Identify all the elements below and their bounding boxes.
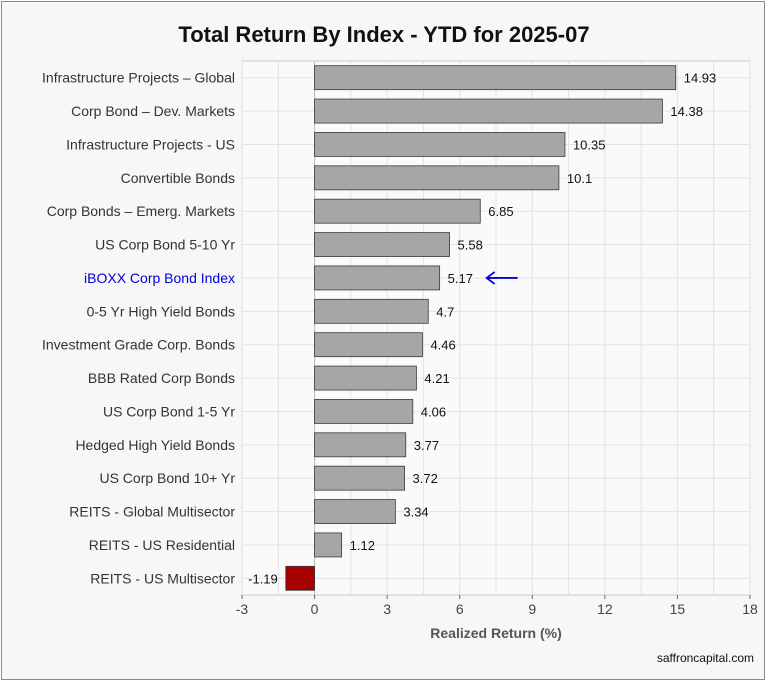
value-label: 4.21	[424, 371, 449, 386]
bar	[314, 198, 481, 224]
bar	[314, 65, 677, 91]
value-label: 10.35	[573, 137, 606, 152]
x-tick-label: 12	[597, 601, 613, 617]
value-label: -1.19	[248, 571, 278, 586]
highlight-arrow-icon	[485, 271, 518, 285]
value-label: 5.17	[448, 271, 473, 286]
value-label: 5.58	[458, 238, 483, 253]
bar	[314, 365, 417, 391]
x-tick-label: -3	[236, 601, 249, 617]
bar	[285, 565, 315, 591]
labels: Infrastructure Projects – Global 14.93 Cor…	[42, 70, 758, 617]
value-label: 3.34	[403, 505, 428, 520]
category-label: Hedged High Yield Bonds	[75, 437, 235, 453]
bar	[314, 465, 405, 491]
bar	[314, 332, 423, 358]
category-label: REITS - US Multisector	[90, 570, 235, 586]
value-label: 1.12	[350, 538, 375, 553]
bar	[314, 232, 450, 257]
category-label: Infrastructure Projects – Global	[42, 70, 235, 86]
value-label: 4.46	[430, 338, 455, 353]
x-tick-label: 15	[670, 601, 686, 617]
bar	[314, 499, 396, 524]
x-tick-label: 9	[528, 601, 536, 617]
value-label: 14.93	[684, 71, 717, 86]
category-label: Investment Grade Corp. Bonds	[42, 337, 235, 353]
x-tick-label: 6	[456, 601, 464, 617]
bar	[314, 98, 663, 124]
bars	[285, 65, 677, 591]
value-label: 3.77	[414, 438, 439, 453]
source-credit: saffroncapital.com	[656, 651, 754, 665]
value-label: 10.1	[567, 171, 592, 186]
category-label: iBOXX Corp Bond Index	[84, 270, 235, 286]
category-label: US Corp Bond 5-10 Yr	[95, 237, 235, 253]
bar	[314, 298, 429, 324]
x-axis-title: Realized Return (%)	[430, 625, 561, 641]
category-label: Infrastructure Projects - US	[66, 136, 235, 152]
value-label: 4.7	[436, 304, 454, 319]
category-label: Convertible Bonds	[121, 170, 235, 186]
bar	[314, 165, 560, 191]
category-label: REITS - US Residential	[89, 537, 235, 553]
bar	[314, 399, 414, 424]
bar	[314, 532, 343, 558]
value-label: 4.06	[421, 404, 446, 419]
bar	[314, 265, 441, 291]
category-label: Corp Bonds – Emerg. Markets	[47, 203, 235, 219]
x-tick-label: 3	[383, 601, 391, 617]
category-label: Corp Bond – Dev. Markets	[71, 103, 235, 119]
category-label: REITS - Global Multisector	[69, 504, 235, 520]
bar	[314, 432, 407, 458]
category-label: US Corp Bond 1-5 Yr	[103, 403, 235, 419]
category-label: US Corp Bond 10+ Yr	[99, 470, 235, 486]
value-label: 14.38	[670, 104, 703, 119]
bar	[314, 132, 566, 157]
value-label: 6.85	[488, 204, 513, 219]
category-label: BBB Rated Corp Bonds	[88, 370, 235, 386]
category-label: 0-5 Yr High Yield Bonds	[87, 303, 235, 319]
x-tick-label: 0	[311, 601, 319, 617]
value-label: 3.72	[413, 471, 438, 486]
chart-title: Total Return By Index - YTD for 2025-07	[178, 22, 590, 47]
x-tick-label: 18	[742, 601, 758, 617]
